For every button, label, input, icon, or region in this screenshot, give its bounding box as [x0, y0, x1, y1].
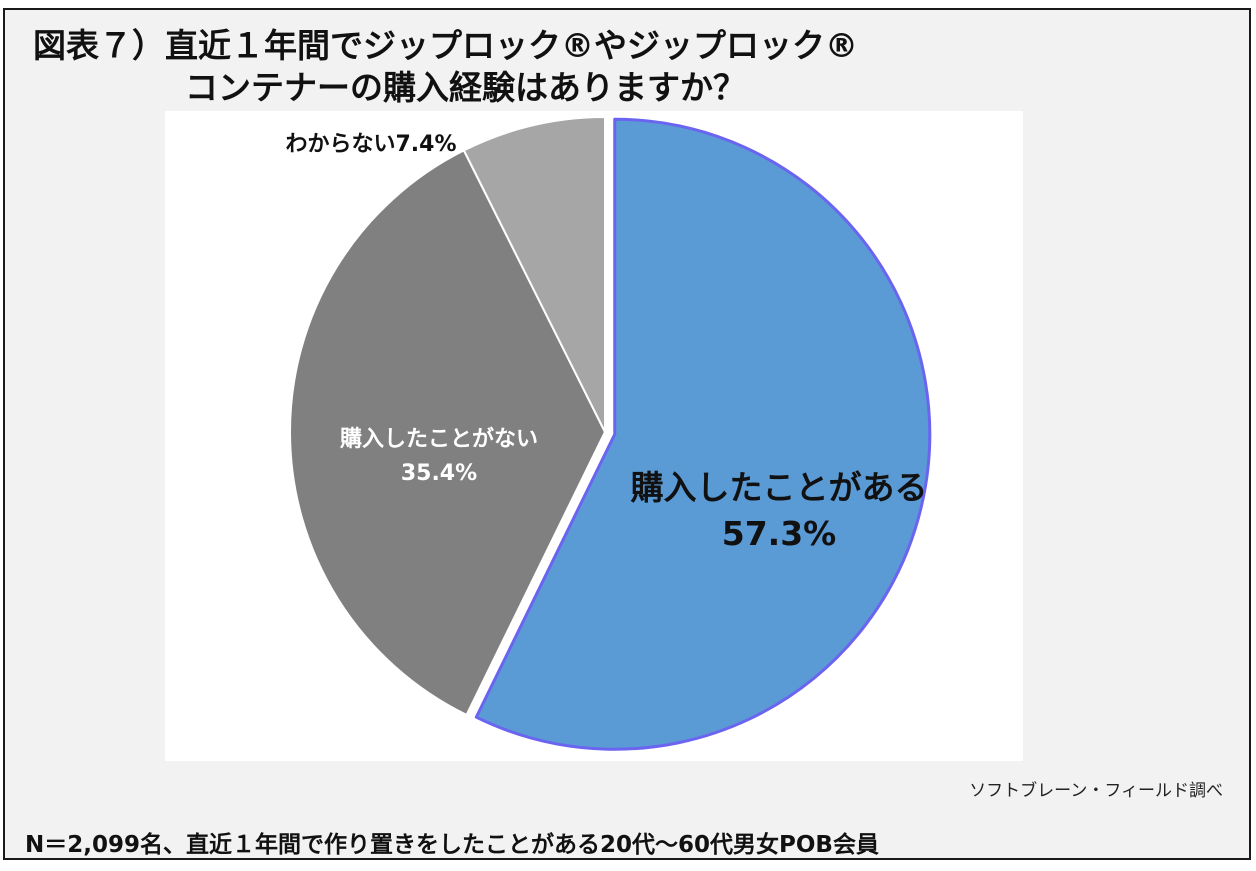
slice-label-2: 購入したことがない: [340, 426, 538, 452]
chart-frame: 図表７）直近１年間でジップロック®やジップロック® コンテナーの購入経験はありま…: [3, 8, 1251, 860]
sample-note: N＝2,099名、直近１年間で作り置きをしたことがある20代～60代男女POB会…: [25, 832, 879, 858]
chart-title-line-1: 図表７）直近１年間でジップロック®やジップロック®: [33, 26, 858, 65]
chart-title-line-2: コンテナーの購入経験はありますか？: [185, 68, 746, 107]
plot-area: 購入したことがある 57.3% 購入したことがない 35.4% わからない7.4%: [165, 111, 1023, 761]
pie-slice-2: [289, 149, 606, 716]
source-note: ソフトブレーン・フィールド調べ: [969, 781, 1223, 801]
slice-value-2: 35.4%: [401, 461, 477, 486]
pie-slice-3: [462, 116, 606, 433]
pie-chart: 購入したことがある 57.3% 購入したことがない 35.4% わからない7.4%: [285, 116, 932, 751]
slice-label-3: わからない7.4%: [285, 132, 456, 157]
pie-slice-1: [474, 117, 932, 751]
slice-value-1: 57.3%: [722, 514, 837, 553]
slice-label-1: 購入したことがある: [631, 468, 928, 507]
